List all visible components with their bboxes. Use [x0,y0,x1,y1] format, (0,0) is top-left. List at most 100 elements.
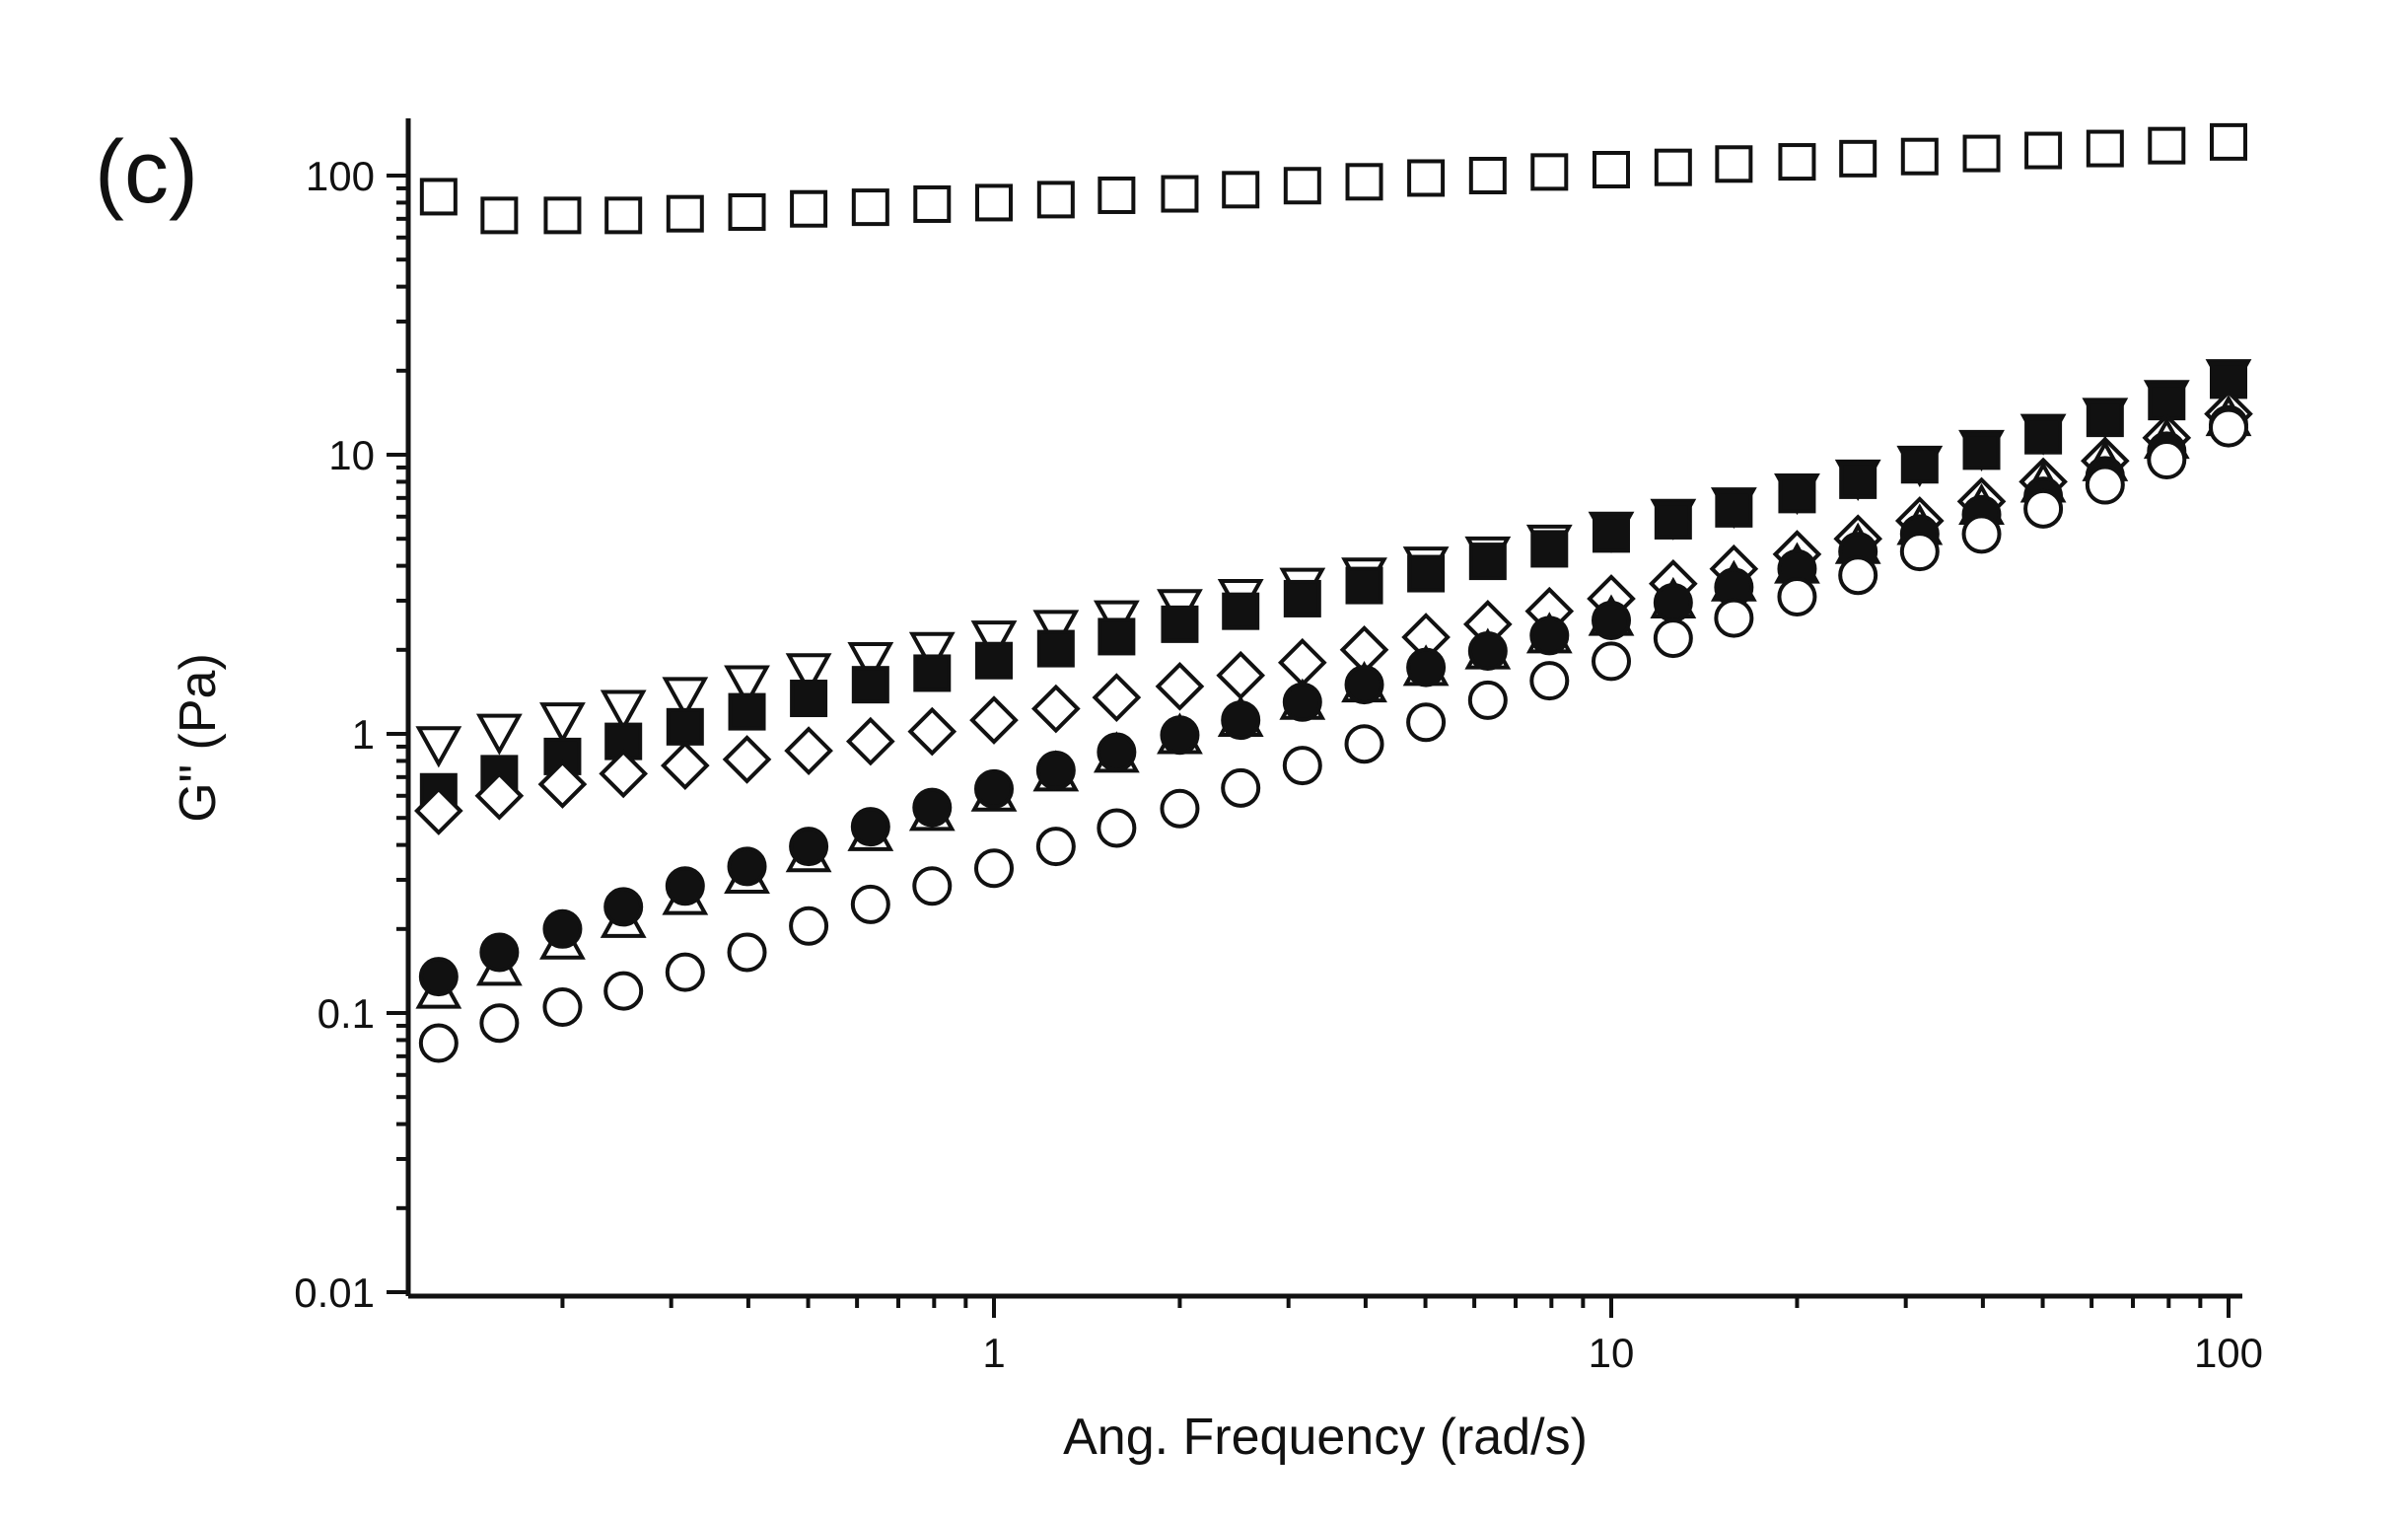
x-axis-ticks: 1 10 100 [560,1296,2263,1376]
marker-square-filled [1098,617,1136,656]
marker-square-open [1839,139,1877,178]
marker-circle-open [1160,788,1200,829]
marker-circle-open [789,905,829,946]
marker-circle-open [2085,465,2125,505]
marker-circle-open [850,884,890,924]
marker-diamond-open [1092,673,1142,722]
marker-square-open [1962,134,2001,173]
marker-square-open [1222,171,1260,209]
marker-square-open [419,178,458,216]
marker-square-open [1778,143,1816,181]
panel-label: (c) [95,123,198,222]
marker-square-open [975,183,1013,222]
marker-square-filled [790,680,828,718]
marker-triangle-down-open [847,642,894,685]
marker-square-filled [1345,566,1383,605]
y-tick-label: 100 [306,153,375,199]
marker-square-open [1530,153,1569,191]
marker-triangle-down-open [908,631,956,674]
marker-square-open [1098,176,1136,214]
marker-circle-open [1282,746,1322,786]
marker-circle-filled [1467,631,1508,672]
marker-square-open [2086,129,2124,168]
marker-square-open [913,184,952,223]
marker-circle-open [2147,440,2187,480]
y-tick-label: 0.01 [294,1269,375,1316]
marker-square-open [1654,148,1692,186]
marker-diamond-open [907,706,957,757]
marker-diamond-open [845,716,895,766]
marker-triangle-down-open [475,713,523,756]
marker-square-open [666,194,704,233]
marker-square-open [1283,167,1321,205]
marker-triangle-down-open [415,726,462,768]
marker-circle-filled [1160,715,1200,756]
y-axis-title: G" (Pa) [170,653,227,823]
marker-circle-filled [542,908,583,949]
marker-circle-open [603,971,644,1011]
marker-square-open [604,196,643,235]
marker-square-filled [1593,515,1630,553]
x-tick-label: 1 [982,1330,1005,1376]
marker-circle-filled [912,787,953,828]
marker-diamond-open [969,695,1019,745]
marker-square-filled [851,666,889,704]
marker-diamond-open [722,735,772,784]
marker-square-open [2024,131,2063,170]
marker-circle-open [974,848,1014,889]
marker-circle-filled [1529,616,1570,656]
marker-circle-open [1221,767,1261,808]
marker-circle-filled [1344,665,1384,705]
marker-circle-open [1714,598,1754,638]
marker-circle-filled [1097,732,1137,772]
marker-square-filled [666,707,704,746]
marker-circle-filled [1221,700,1261,741]
marker-triangle-down-open [970,620,1018,663]
marker-diamond-open [784,726,833,775]
x-tick-label: 100 [2194,1330,2263,1376]
marker-circle-open [479,1003,520,1044]
marker-square-open [1900,137,1939,176]
marker-square-open [1345,163,1383,201]
marker-square-open [851,188,889,227]
marker-circle-open [1777,576,1817,616]
marker-circle-open [1899,532,1940,572]
marker-square-open [1407,159,1446,197]
marker-square-filled [1036,629,1075,668]
marker-circle-open [2209,407,2248,448]
marker-square-filled [1283,579,1321,617]
marker-diamond-open [537,760,588,809]
marker-square-filled [2086,399,2124,438]
marker-circle-open [1035,827,1076,867]
marker-triangle-down-open [662,677,709,719]
marker-square-filled [1161,605,1199,643]
marker-diamond-open [474,770,525,821]
marker-square-filled [2148,383,2186,421]
marker-diamond-open [1031,684,1081,734]
marker-circle-filled [1653,583,1693,623]
marker-circle-filled [1406,647,1447,688]
marker-square-filled [975,641,1013,680]
marker-triangle-down-open [1032,610,1080,652]
marker-circle-open [542,987,583,1028]
marker-square-open [543,196,582,235]
marker-diamond-open [599,749,649,799]
y-tick-label: 10 [328,432,375,478]
marker-triangle-down-open [724,665,770,707]
marker-triangle-down-open [600,689,647,732]
marker-circle-filled [665,866,705,906]
marker-square-filled [913,654,952,692]
marker-square-open [1715,145,1753,183]
marker-circle-filled [479,932,520,973]
marker-circle-open [912,866,953,906]
marker-square-filled [1468,543,1507,581]
marker-circle-open [1467,680,1508,720]
marker-square-filled [728,692,766,731]
marker-circle-open [1097,808,1137,848]
marker-diamond-open [660,741,710,790]
marker-circle-filled [727,846,767,887]
marker-square-filled [1530,530,1569,568]
marker-square-open [1468,157,1507,194]
marker-circle-filled [974,768,1014,809]
